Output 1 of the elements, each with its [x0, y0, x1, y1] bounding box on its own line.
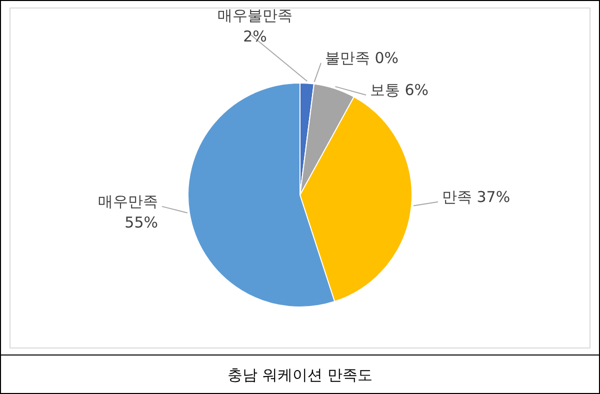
title: 충남 워케이션 만족도: [228, 366, 372, 384]
